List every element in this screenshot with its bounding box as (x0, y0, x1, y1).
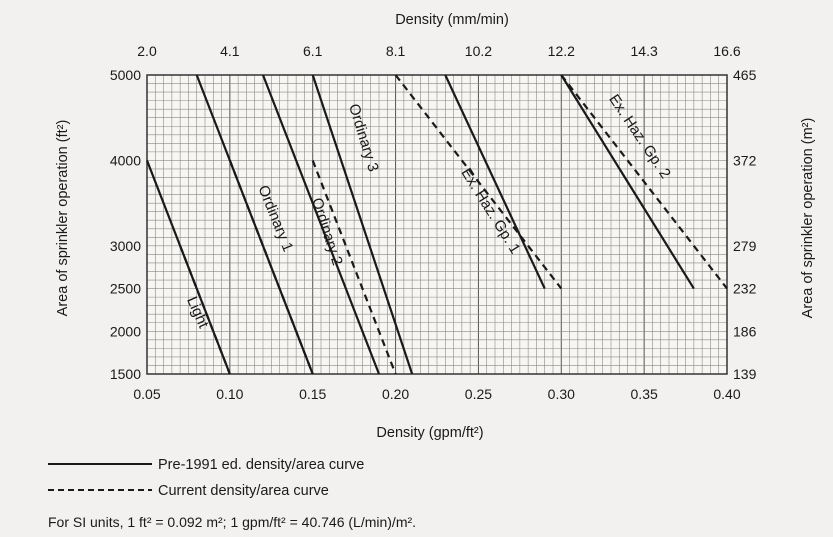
curve-ordinary-2-dashed (311, 160, 397, 375)
x-bottom-tick-label: 0.30 (548, 386, 575, 402)
y-right-tick-label: 139 (733, 366, 757, 382)
y-right-tick-label: 279 (733, 238, 757, 254)
x-top-tick-label: 10.2 (465, 43, 492, 59)
si-units-note: For SI units, 1 ft² = 0.092 m²; 1 gpm/ft… (48, 514, 416, 530)
right-axis-title: Area of sprinkler operation (m²) (800, 118, 816, 319)
curve-ordinary-1-dashed (228, 160, 314, 375)
x-bottom-tick-label: 0.20 (382, 386, 409, 402)
chart-grid (146, 74, 728, 375)
curve-ordinary-2-solid (261, 74, 381, 375)
x-bottom-tick-label: 0.15 (299, 386, 326, 402)
x-bottom-tick-label: 0.05 (133, 386, 160, 402)
x-top-tick-label: 4.1 (220, 43, 240, 59)
curve-ex-haz-gp-1-dashed (394, 74, 563, 290)
bottom-axis-title: Density (gpm/ft²) (376, 425, 483, 441)
y-left-tick-label: 2000 (110, 323, 141, 339)
y-left-tick-label: 2500 (110, 281, 141, 297)
left-axis-title: Area of sprinkler operation (ft²) (55, 120, 71, 317)
curve-ex-haz-gp-2-solid (560, 74, 695, 290)
x-top-tick-label: 14.3 (631, 43, 658, 59)
y-left-tick-label: 3000 (110, 238, 141, 254)
legend: Pre-1991 ed. density/area curve Current … (48, 457, 364, 499)
curve-ordinary-1-solid (195, 74, 314, 375)
y-left-tick-label: 5000 (110, 67, 141, 83)
x-top-tick-label: 6.1 (303, 43, 323, 59)
curve-ordinary-3-solid (311, 74, 414, 375)
x-bottom-tick-label: 0.35 (631, 386, 658, 402)
y-left-tick-label: 4000 (110, 152, 141, 168)
chart-curves (145, 74, 728, 375)
x-top-tick-label: 8.1 (386, 43, 406, 59)
x-bottom-tick-label: 0.40 (713, 386, 740, 402)
y-right-tick-label: 232 (733, 281, 757, 297)
x-bottom-tick-label: 0.25 (465, 386, 492, 402)
plot-frame (146, 74, 728, 375)
curve-light-dashed (179, 245, 231, 375)
y-right-tick-label: 186 (733, 323, 757, 339)
chart-ticks: 0.05 0.10 0.15 0.20 0.25 0.30 0.35 0.40 2.0 4.1 6.… (110, 43, 757, 402)
legend-solid-label: Pre-1991 ed. density/area curve (158, 457, 364, 473)
curve-ex-haz-gp-1-solid (444, 74, 546, 290)
x-top-tick-label: 2.0 (137, 43, 157, 59)
y-right-tick-label: 465 (733, 67, 757, 83)
curve-ex-haz-gp-2-dashed (560, 74, 728, 290)
x-top-tick-label: 12.2 (548, 43, 575, 59)
y-right-tick-label: 372 (733, 152, 757, 168)
top-axis-title: Density (mm/min) (395, 12, 509, 28)
legend-dashed-label: Current density/area curve (158, 483, 329, 499)
y-left-tick-label: 1500 (110, 366, 141, 382)
x-top-tick-label: 16.6 (713, 43, 740, 59)
x-bottom-tick-label: 0.10 (216, 386, 243, 402)
